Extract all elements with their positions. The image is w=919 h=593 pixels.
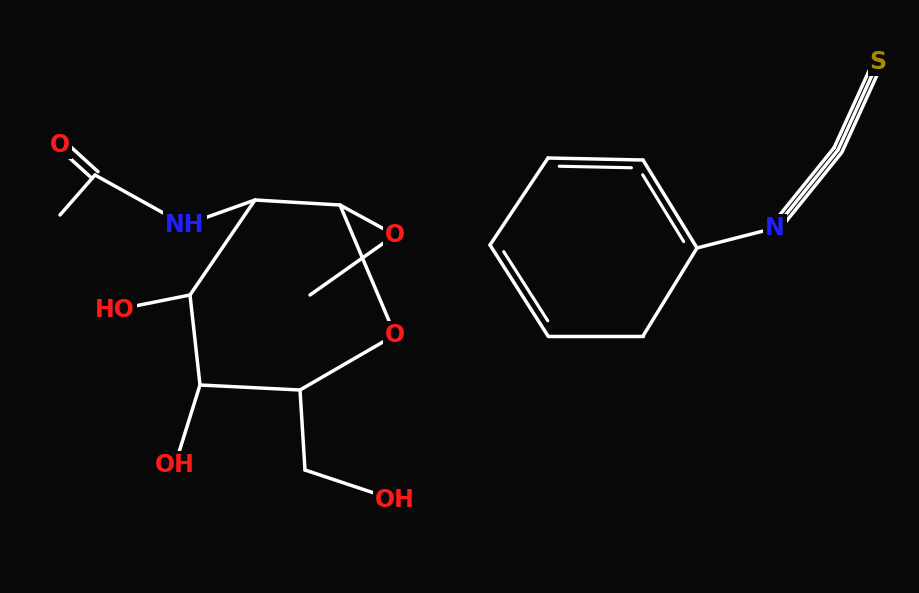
- Text: O: O: [385, 223, 405, 247]
- Text: NH: NH: [165, 213, 205, 237]
- Text: O: O: [385, 323, 405, 347]
- Text: N: N: [766, 216, 785, 240]
- Text: OH: OH: [155, 453, 195, 477]
- Text: O: O: [50, 133, 70, 157]
- Text: OH: OH: [375, 488, 415, 512]
- Text: HO: HO: [95, 298, 135, 322]
- Text: S: S: [869, 50, 887, 74]
